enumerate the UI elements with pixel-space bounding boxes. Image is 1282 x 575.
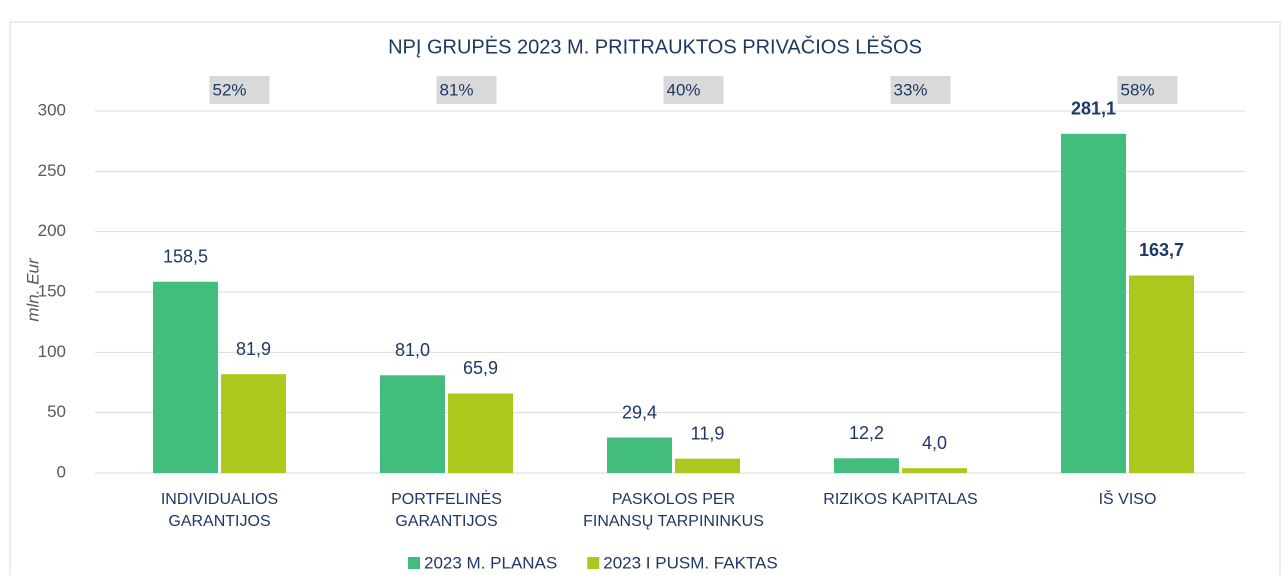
- bar: [221, 374, 286, 473]
- x-tick-label: PASKOLOS PER: [612, 491, 735, 508]
- x-tick-label: GARANTIJOS: [168, 513, 270, 530]
- annotation-box: [890, 76, 951, 104]
- y-tick-label: 100: [38, 342, 66, 361]
- bar: [380, 375, 445, 473]
- y-tick-label: 300: [38, 100, 66, 119]
- value-label: 281,1: [1071, 99, 1116, 119]
- value-label: 163,7: [1139, 240, 1184, 260]
- value-label: 11,9: [691, 423, 725, 443]
- annotation-box: [1117, 76, 1178, 104]
- legend-swatch: [408, 557, 420, 569]
- x-tick-label: IŠ VISO: [1099, 489, 1157, 508]
- annotation: 33%: [893, 80, 927, 99]
- annotation: 58%: [1120, 80, 1154, 99]
- legend-swatch: [587, 557, 600, 569]
- value-label: 81,0: [395, 340, 430, 360]
- bar: [448, 393, 513, 473]
- bar: [1129, 275, 1194, 473]
- bar: [675, 458, 740, 473]
- bar: [902, 468, 967, 473]
- x-tick-label: GARANTIJOS: [395, 513, 497, 530]
- x-tick-label: FINANSŲ TARPININKUS: [583, 513, 764, 530]
- value-label: 4,0: [922, 433, 947, 453]
- x-tick-label: RIZIKOS KAPITALAS: [823, 491, 977, 508]
- annotation-box: [209, 76, 270, 104]
- legend-label: 2023 M. PLANAS: [424, 553, 557, 572]
- y-tick-label: 150: [38, 281, 66, 300]
- x-tick-label: PORTFELINĖS: [391, 489, 502, 508]
- bar: [607, 437, 672, 473]
- value-label: 81,9: [236, 339, 271, 359]
- annotation-box: [436, 76, 497, 104]
- y-tick-label: 200: [38, 221, 66, 240]
- bar: [1061, 133, 1126, 473]
- annotation: 81%: [439, 80, 473, 99]
- bar: [834, 458, 899, 473]
- y-tick-label: 0: [57, 462, 66, 481]
- value-label: 158,5: [163, 246, 208, 266]
- chart-title: NPĮ GRUPĖS 2023 M. PRITRAUKTOS PRIVAČIOS…: [388, 35, 922, 58]
- bar: [153, 281, 218, 473]
- annotation: 40%: [666, 80, 700, 99]
- value-label: 65,9: [463, 358, 498, 378]
- y-tick-label: 50: [47, 402, 66, 421]
- value-label: 29,4: [622, 402, 657, 422]
- y-tick-label: 250: [38, 161, 66, 180]
- y-axis-label: mln. Eur: [23, 257, 42, 322]
- annotation-box: [663, 76, 724, 104]
- value-label: 12,2: [849, 423, 884, 443]
- legend-label: 2023 I PUSM. FAKTAS: [603, 553, 777, 572]
- annotation: 52%: [212, 80, 246, 99]
- x-tick-label: INDIVIDUALIOS: [161, 491, 278, 508]
